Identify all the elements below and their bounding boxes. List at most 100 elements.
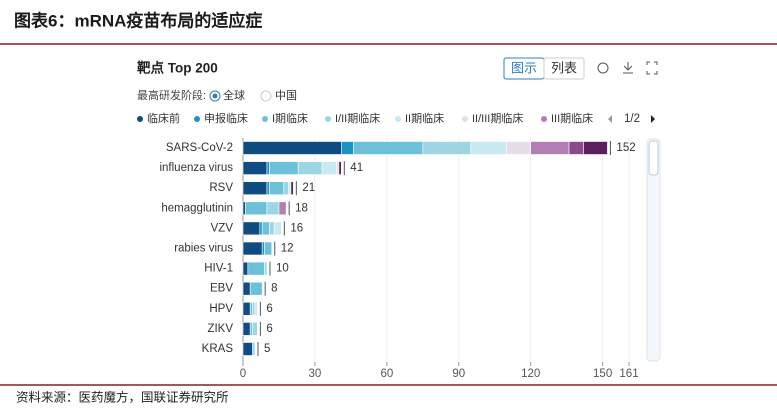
radio-china-label[interactable]: 中国 xyxy=(275,89,297,102)
bar-segment xyxy=(506,141,532,155)
bar-segment xyxy=(568,141,584,155)
x-tick-label: 0 xyxy=(240,368,246,380)
y-tick-label: SARS-CoV-2 xyxy=(166,142,233,154)
filter-label: 最高研发阶段: xyxy=(137,88,206,102)
legend-swatch xyxy=(137,116,143,122)
bar-segment xyxy=(264,241,273,256)
tab-chart-label[interactable]: 图示 xyxy=(511,60,537,75)
bar-segment xyxy=(261,241,265,256)
radio-china[interactable] xyxy=(260,90,272,102)
total-label: 6 xyxy=(266,303,272,315)
tab-list-label[interactable]: 列表 xyxy=(551,60,577,75)
download-icon[interactable] xyxy=(623,62,633,74)
y-tick-label: VZV xyxy=(211,222,234,234)
fullscreen-icon[interactable] xyxy=(646,61,658,75)
source: 资料来源：医药魔方，国联证券研究所 xyxy=(16,389,229,404)
legend-label: 申报临床 xyxy=(204,111,248,125)
bar-segment xyxy=(530,141,570,155)
scrollbar[interactable] xyxy=(646,138,661,362)
legend-swatch xyxy=(462,116,468,122)
bar-segment xyxy=(340,141,354,155)
bar-segment xyxy=(321,161,337,175)
bar-segment xyxy=(273,221,282,236)
bar-segment xyxy=(264,261,268,276)
total-label: 16 xyxy=(290,222,303,234)
bar-segment xyxy=(242,161,268,175)
bar-segment xyxy=(242,141,342,155)
bar-segment xyxy=(247,261,265,276)
bar-segment xyxy=(422,141,472,155)
total-label: 18 xyxy=(295,202,308,214)
bar-segment xyxy=(269,161,299,175)
bar-segment xyxy=(283,181,289,195)
bar-segment xyxy=(242,301,251,316)
pager: 1/2 xyxy=(624,113,640,125)
bar-segment xyxy=(290,181,294,195)
card xyxy=(110,46,670,380)
tab-list[interactable] xyxy=(543,57,585,80)
legend-label: 临床前 xyxy=(147,111,180,125)
figure-title: 图表6：mRNA疫苗布局的适应症 xyxy=(14,10,262,30)
radio-dot xyxy=(212,93,218,99)
bar-segment xyxy=(288,181,292,195)
y-tick-label: KRAS xyxy=(202,343,234,355)
bar-segment xyxy=(352,141,424,155)
bar-segment xyxy=(242,221,261,236)
legend-label: II期临床 xyxy=(405,111,444,125)
y-tick-label: ZIKV xyxy=(207,323,233,335)
y-tick-label: rabies virus xyxy=(174,243,233,255)
bar-segment xyxy=(269,181,285,195)
bar-segment xyxy=(242,342,253,356)
legend-label: II/III期临床 xyxy=(472,111,523,125)
bar-segment xyxy=(242,281,251,296)
total-label: 6 xyxy=(266,323,272,335)
bar-segment xyxy=(338,161,342,175)
legend-swatch xyxy=(325,116,331,122)
bar-segment xyxy=(249,322,253,336)
bar-segment xyxy=(242,322,251,336)
bar-segment xyxy=(242,241,263,256)
bar-segment xyxy=(249,301,253,316)
legend-swatch xyxy=(395,116,401,122)
bar-segment xyxy=(252,322,258,336)
bar-segment xyxy=(261,221,270,236)
total-label: 21 xyxy=(302,182,315,194)
bar-segment xyxy=(266,181,270,195)
pager-prev[interactable] xyxy=(608,115,612,123)
bar-segment xyxy=(242,201,246,216)
legend-label: I期临床 xyxy=(272,111,308,125)
legend-label: I/II期临床 xyxy=(335,111,380,125)
bar-segment xyxy=(266,201,280,216)
pager-next[interactable] xyxy=(651,115,655,123)
x-tick-label: 30 xyxy=(309,368,322,380)
bar-segment xyxy=(583,141,608,155)
bar-segment xyxy=(242,261,249,276)
y-tick-label: influenza virus xyxy=(159,162,233,174)
bar-segment xyxy=(336,161,340,175)
total-label: 8 xyxy=(271,283,277,295)
bar-segment xyxy=(297,161,323,175)
radio-global-label[interactable]: 全球 xyxy=(223,88,245,102)
y-tick-label: RSV xyxy=(209,182,233,194)
total-label: 41 xyxy=(350,162,363,174)
bar-segment xyxy=(278,201,287,216)
bar-segment xyxy=(242,181,268,195)
bar-segment xyxy=(470,141,508,155)
total-label: 152 xyxy=(616,142,635,154)
legend-swatch xyxy=(541,116,547,122)
x-tick-label: 161 xyxy=(619,368,638,380)
y-tick-label: HIV-1 xyxy=(204,263,233,275)
bar-segment xyxy=(254,301,258,316)
total-label: 12 xyxy=(281,243,294,255)
y-tick-label: hemagglutinin xyxy=(161,202,233,214)
bar-segment xyxy=(259,221,263,236)
x-tick-label: 120 xyxy=(521,368,540,380)
x-tick-label: 150 xyxy=(593,368,612,380)
palette-icon[interactable] xyxy=(597,62,609,74)
legend-swatch xyxy=(194,116,200,122)
y-tick-label: EBV xyxy=(210,283,233,295)
scroll-handle[interactable] xyxy=(648,140,659,176)
x-tick-label: 60 xyxy=(380,368,393,380)
